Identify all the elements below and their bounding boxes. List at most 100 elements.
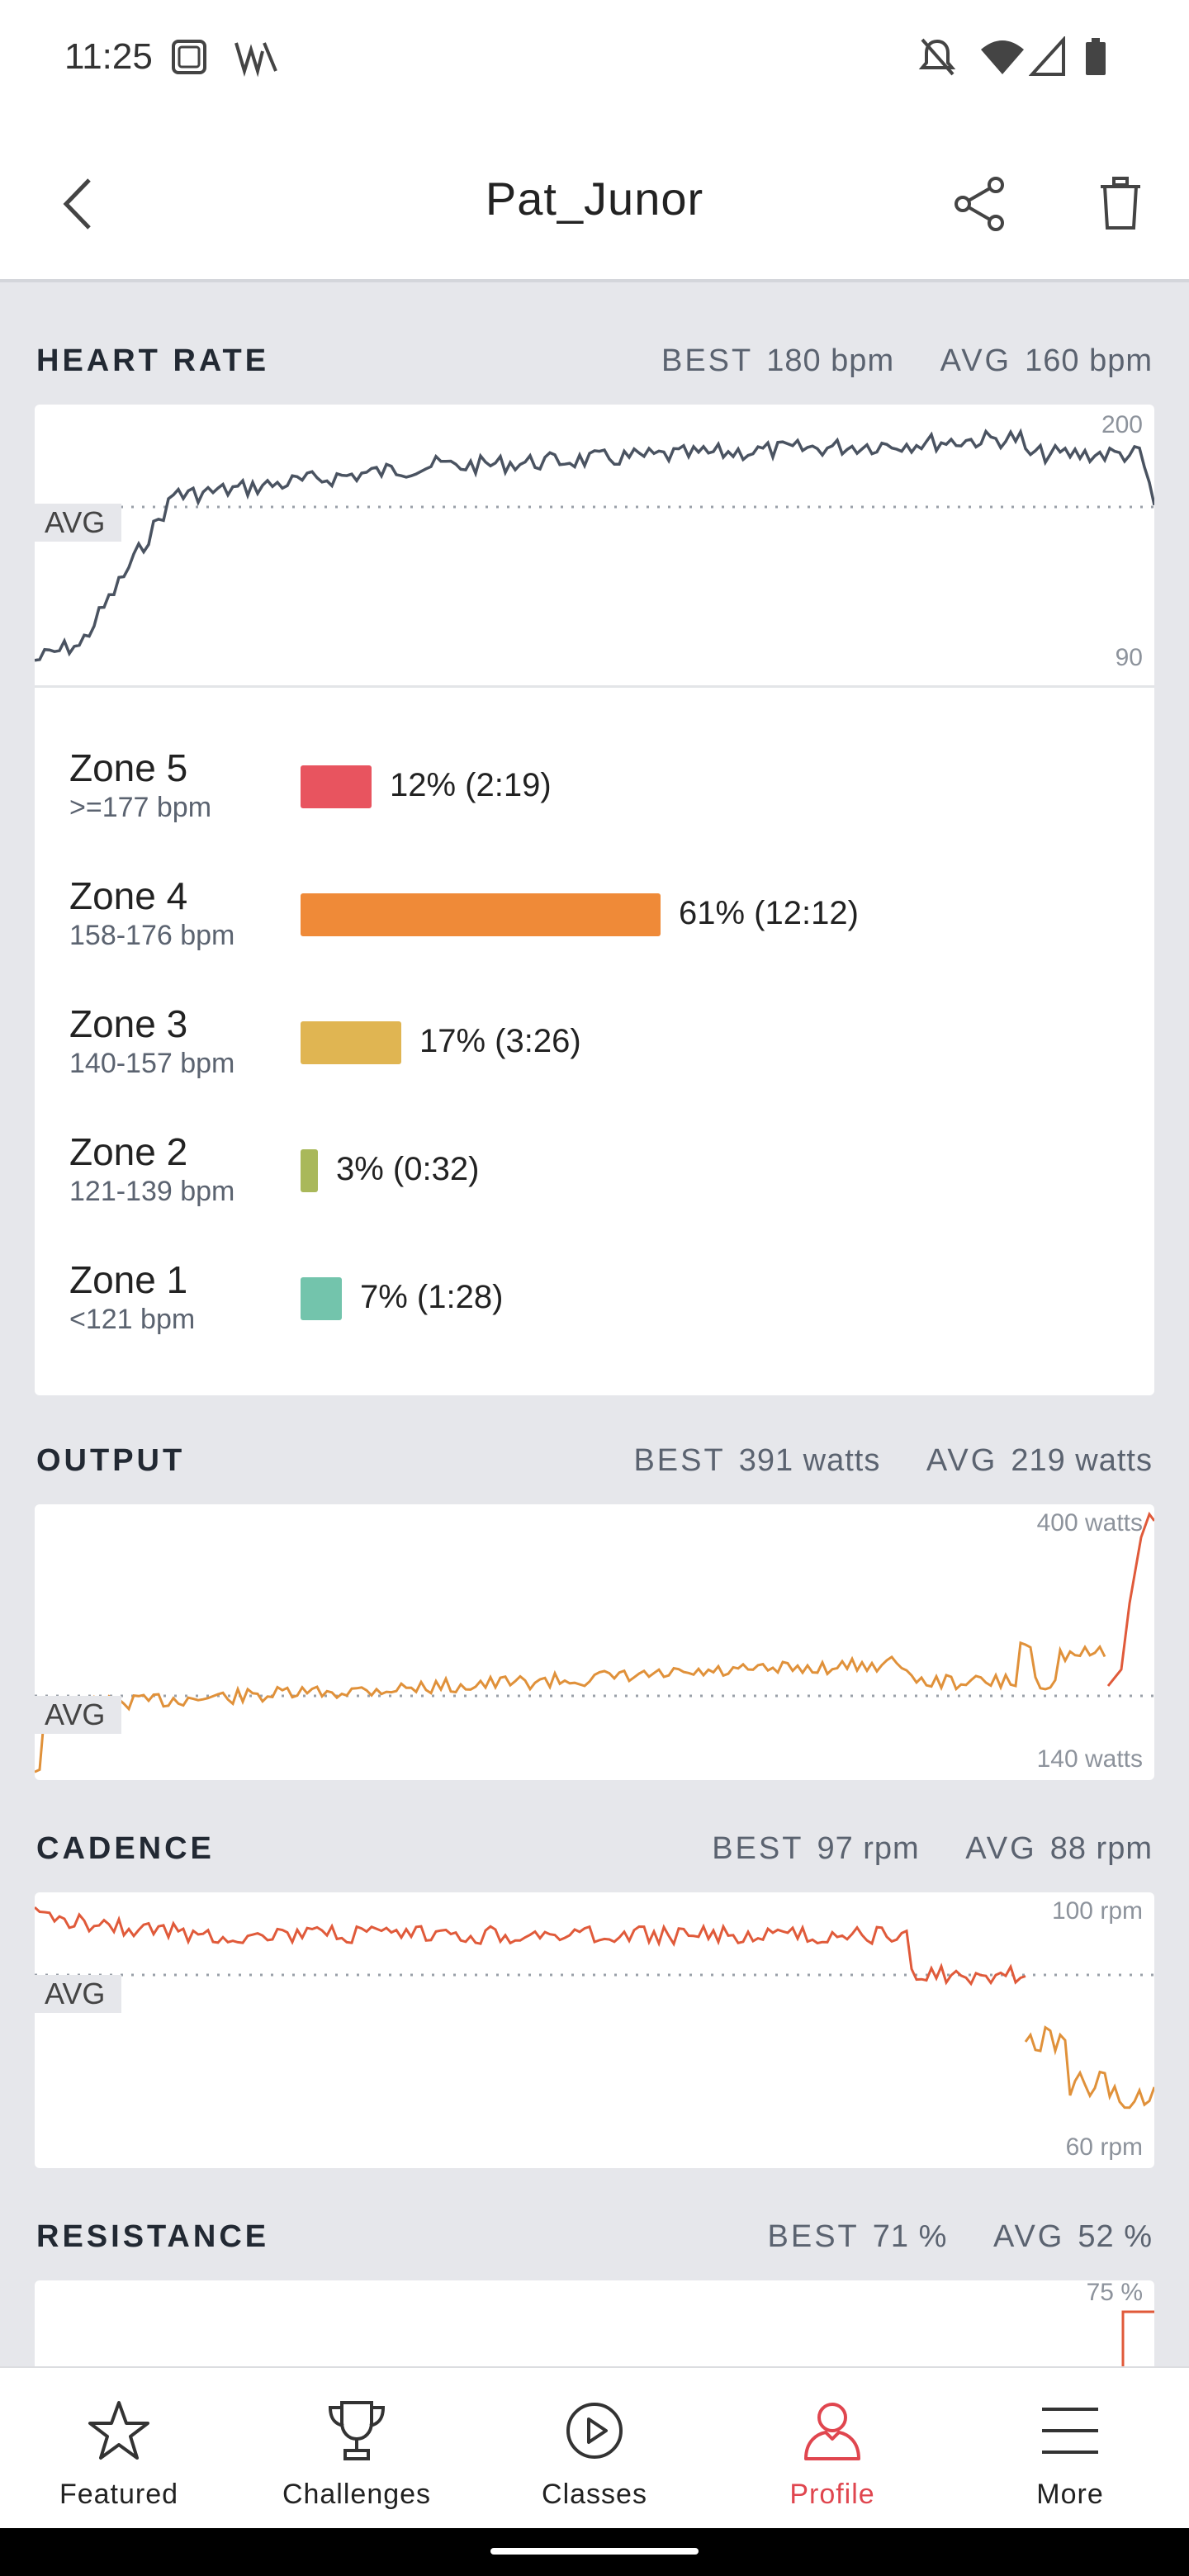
share-button[interactable] — [943, 167, 1017, 241]
wifi-icon — [981, 40, 1024, 74]
zone-name: Zone 3 — [69, 1002, 188, 1045]
zone-value: 7% (1:28) — [360, 1279, 504, 1315]
status-time: 11:25 — [64, 36, 153, 77]
zone-row-1: Zone 1 <121 bpm 7% (1:28) — [35, 1257, 1154, 1340]
heart-rate-card: 200 90 AVG Zone 5 >=177 bpm 12% (2:19) Z… — [35, 405, 1154, 1395]
status-bar: 11:25 — [0, 0, 1189, 124]
zone-name: Zone 5 — [69, 746, 188, 789]
menu-icon — [1042, 2408, 1098, 2454]
resistance-avg-label: AVG — [992, 2219, 1065, 2254]
output-line-peak — [1106, 1511, 1154, 1687]
zone-range: >=177 bpm — [69, 792, 212, 823]
cadence-line — [35, 1906, 1026, 1986]
zone-range: 140-157 bpm — [69, 1048, 235, 1079]
zone-row-3: Zone 3 140-157 bpm 17% (3:26) — [35, 1002, 1154, 1084]
app-notification-icon — [234, 42, 277, 78]
tab-profile[interactable]: Profile — [713, 2368, 951, 2530]
output-avg-tag: AVG — [35, 1696, 122, 1734]
resistance-line — [1121, 2310, 1154, 2371]
app-bar: Pat_Junor — [0, 124, 1189, 282]
cadence-label: CADENCE — [36, 1831, 215, 1866]
cadence-avg-tag: AVG — [35, 1975, 122, 2013]
heart-rate-stats: BEST 180 bpm AVG 160 bpm — [642, 343, 1153, 379]
heart-rate-header: HEART RATE BEST 180 bpm AVG 160 bpm — [36, 343, 1153, 393]
heart-rate-label: HEART RATE — [36, 343, 270, 378]
play-circle-icon — [566, 2403, 623, 2459]
tab-label: Profile — [789, 2479, 875, 2510]
zone-bar — [301, 1277, 342, 1320]
cadence-line-low — [1024, 2025, 1154, 2110]
heart-rate-zones: Zone 5 >=177 bpm 12% (2:19) Zone 4 158-1… — [35, 685, 1154, 1335]
cadence-best-label: BEST — [712, 1831, 804, 1866]
cadence-avg-value: 88 rpm — [1049, 1831, 1153, 1866]
cadence-card: 100 rpm 60 rpm AVG — [35, 1892, 1154, 2168]
zone-bar — [301, 893, 661, 936]
zone-bar — [301, 1021, 401, 1064]
output-header: OUTPUT BEST 391 watts AVG 219 watts — [36, 1443, 1153, 1493]
output-avg-value: 219 watts — [1011, 1443, 1153, 1478]
heart-rate-y-max: 200 — [1101, 411, 1143, 438]
cadence-header: CADENCE BEST 97 rpm AVG 88 rpm — [36, 1831, 1153, 1881]
chevron-left-icon — [63, 178, 91, 230]
tab-label: Challenges — [282, 2479, 432, 2510]
heart-rate-chart — [35, 428, 1154, 662]
back-button[interactable] — [41, 167, 116, 241]
zone-row-2: Zone 2 121-139 bpm 3% (0:32) — [35, 1129, 1154, 1212]
zone-bar — [301, 765, 372, 808]
output-line — [35, 1641, 1106, 1773]
resistance-best-value: 71 % — [872, 2219, 948, 2254]
resistance-avg-value: 52 % — [1078, 2219, 1153, 2254]
resistance-label: RESISTANCE — [36, 2219, 270, 2254]
tab-challenges[interactable]: Challenges — [238, 2368, 476, 2530]
output-label: OUTPUT — [36, 1443, 186, 1478]
cadence-stats: BEST 97 rpm AVG 88 rpm — [692, 1831, 1153, 1867]
heart-rate-line — [35, 428, 1154, 662]
home-gesture-pill[interactable] — [490, 2548, 699, 2555]
resistance-card: 75 % — [35, 2280, 1154, 2371]
resistance-chart — [1121, 2310, 1154, 2371]
trash-icon — [1101, 177, 1140, 230]
heart-rate-avg-tag: AVG — [35, 504, 122, 542]
screen-record-icon — [172, 40, 206, 74]
output-card: 400 watts 140 watts AVG — [35, 1504, 1154, 1780]
zone-row-4: Zone 4 158-176 bpm 61% (12:12) — [35, 874, 1154, 956]
zone-bar — [301, 1149, 318, 1192]
mute-icon — [918, 38, 956, 76]
heart-rate-best-label: BEST — [661, 343, 754, 378]
cadence-avg-label: AVG — [965, 1831, 1037, 1866]
output-chart — [35, 1511, 1154, 1773]
resistance-y-max: 75 % — [1086, 2280, 1143, 2306]
delete-button[interactable] — [1083, 167, 1158, 241]
cadence-best-value: 97 rpm — [817, 1831, 920, 1866]
heart-rate-best-value: 180 bpm — [766, 343, 895, 378]
cadence-y-max: 100 rpm — [1051, 1897, 1143, 1925]
cadence-chart — [35, 1906, 1154, 2110]
resistance-header: RESISTANCE BEST 71 % AVG 52 % — [36, 2219, 1153, 2269]
zone-range: 121-139 bpm — [69, 1176, 235, 1207]
zone-value: 17% (3:26) — [419, 1023, 581, 1059]
zone-name: Zone 2 — [69, 1130, 188, 1173]
zone-range: 158-176 bpm — [69, 920, 235, 951]
cadence-y-min: 60 rpm — [1065, 2133, 1143, 2161]
star-icon — [88, 2401, 149, 2460]
heart-rate-y-min: 90 — [1115, 644, 1143, 671]
resistance-stats: BEST 71 % AVG 52 % — [748, 2219, 1153, 2255]
zone-name: Zone 1 — [69, 1258, 188, 1301]
tab-classes[interactable]: Classes — [476, 2368, 713, 2530]
battery-icon — [1086, 38, 1106, 75]
person-icon — [804, 2403, 860, 2460]
tab-label: Featured — [59, 2479, 179, 2510]
heart-rate-avg-value: 160 bpm — [1025, 343, 1153, 378]
page-title: Pat_Junor — [485, 173, 704, 225]
tab-label: Classes — [542, 2479, 647, 2510]
output-best-value: 391 watts — [738, 1443, 881, 1478]
tab-featured[interactable]: Featured — [0, 2368, 238, 2530]
share-icon — [955, 177, 1004, 231]
bottom-tab-bar: Featured Challenges Classes Profile More — [0, 2366, 1189, 2530]
tab-label: More — [1036, 2479, 1104, 2510]
tab-more[interactable]: More — [951, 2368, 1189, 2530]
output-y-min: 140 watts — [1036, 1745, 1143, 1773]
output-avg-label: AVG — [926, 1443, 998, 1478]
zone-range: <121 bpm — [69, 1304, 196, 1335]
zone-row-5: Zone 5 >=177 bpm 12% (2:19) — [35, 746, 1154, 828]
